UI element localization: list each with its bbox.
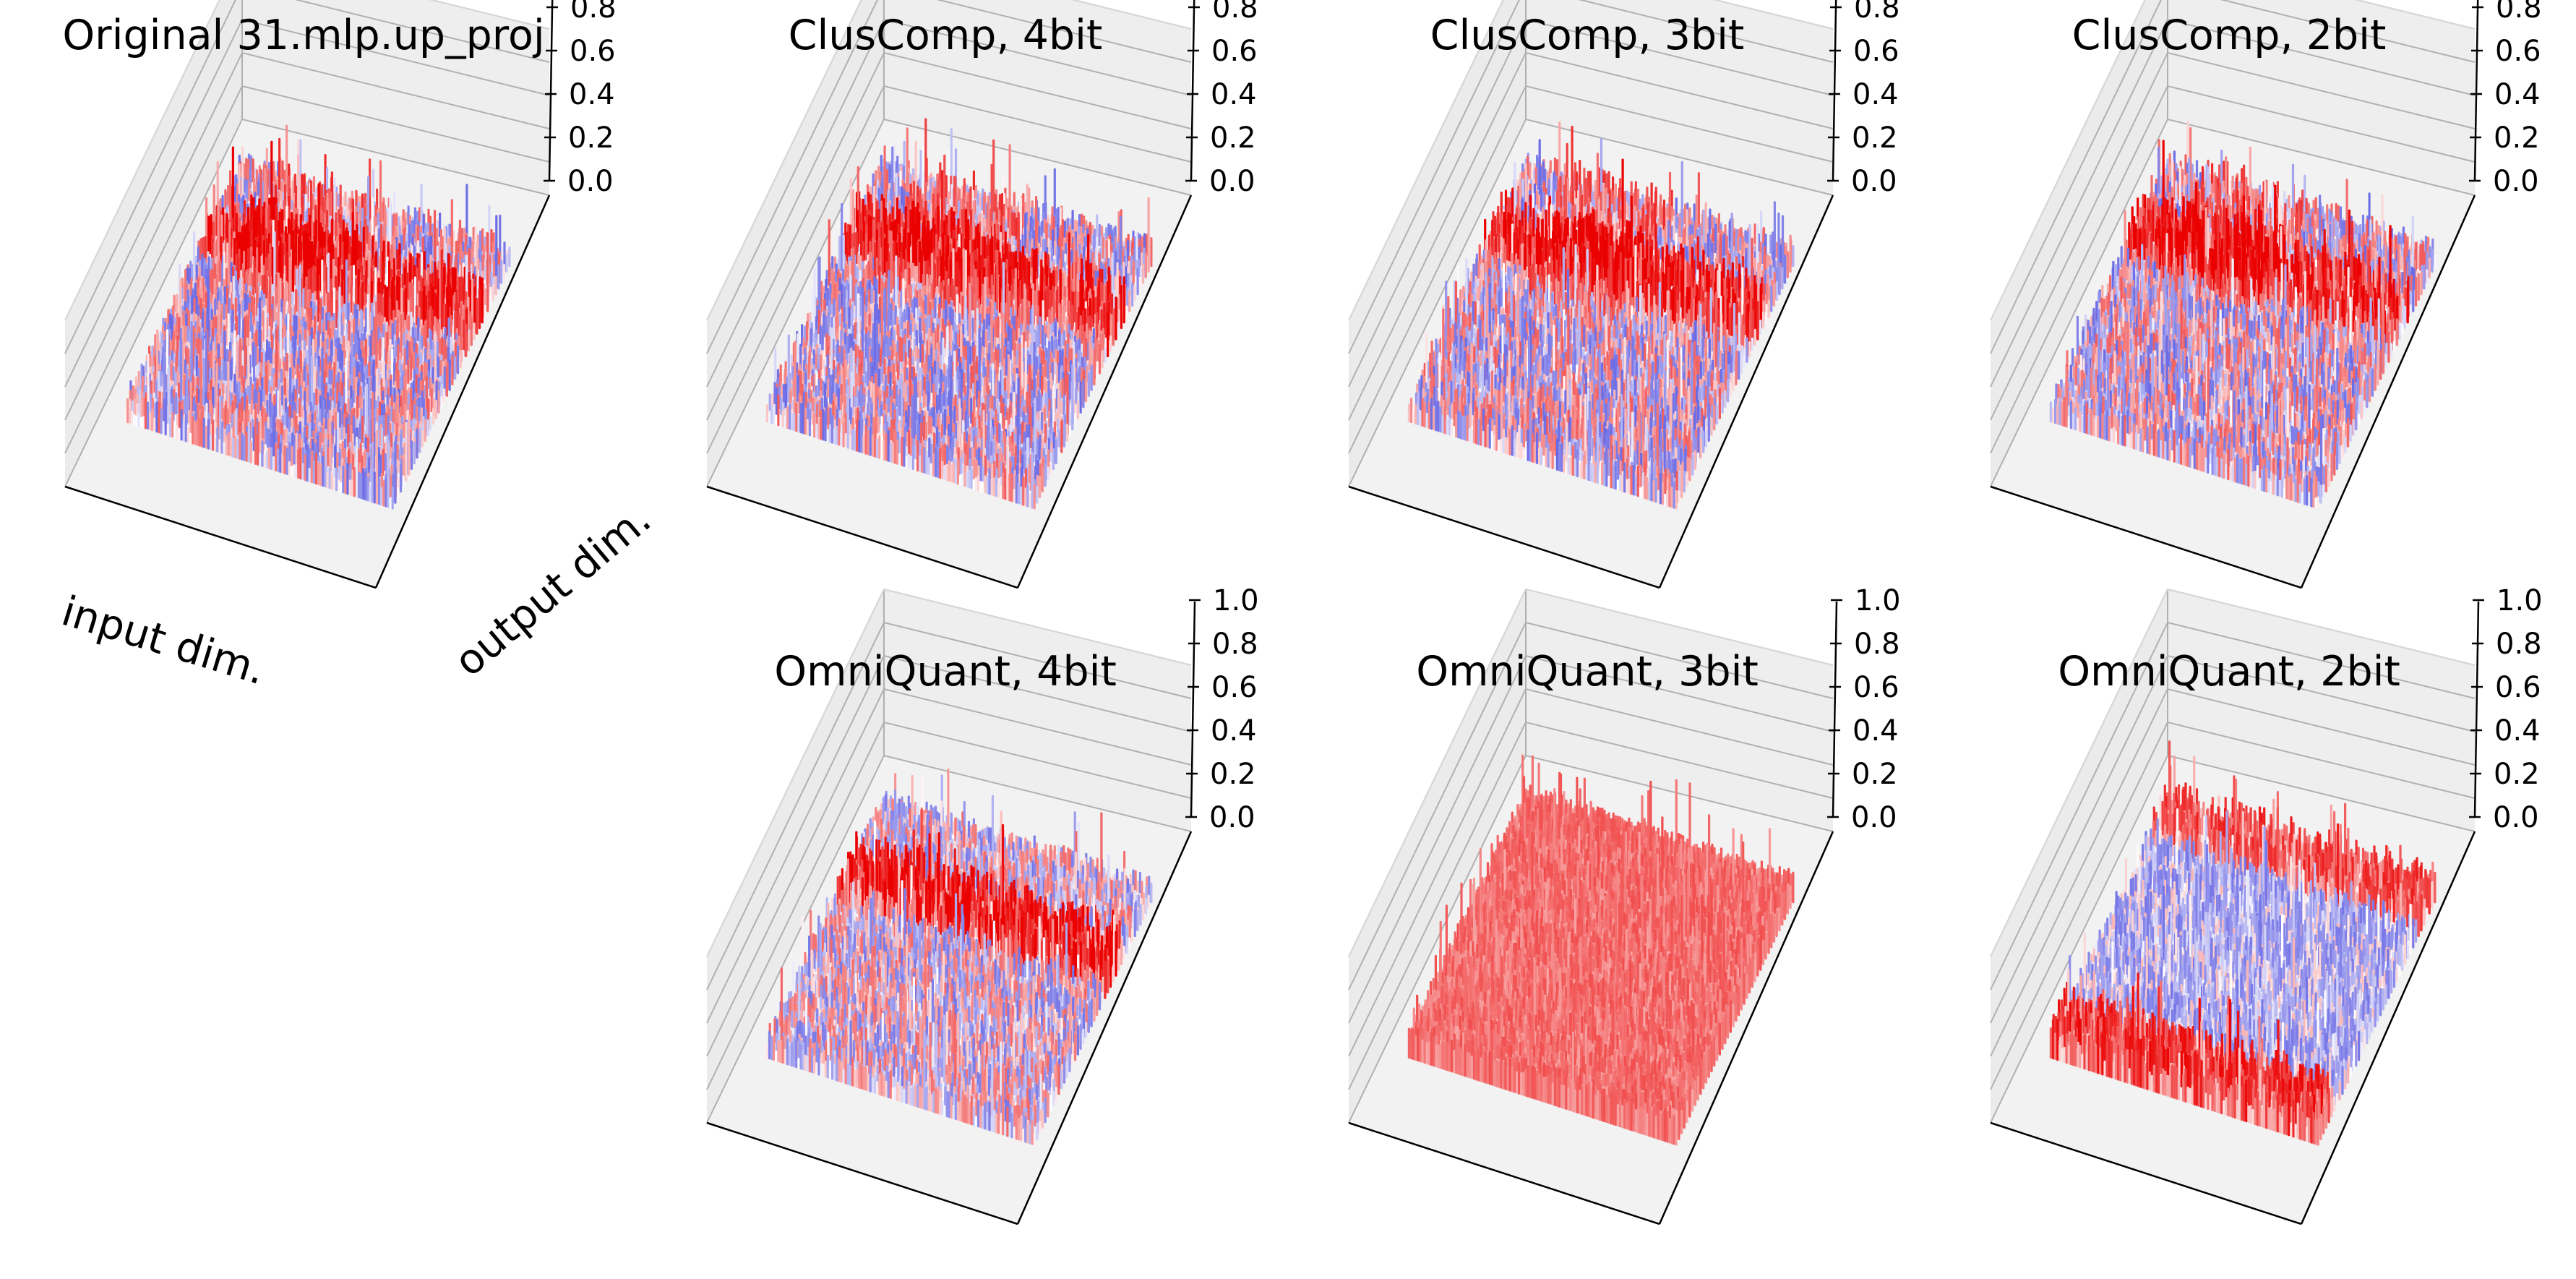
panel-original: 0.00.20.40.60.81.0Original 31.mlp.up_pro… [56, 0, 660, 694]
